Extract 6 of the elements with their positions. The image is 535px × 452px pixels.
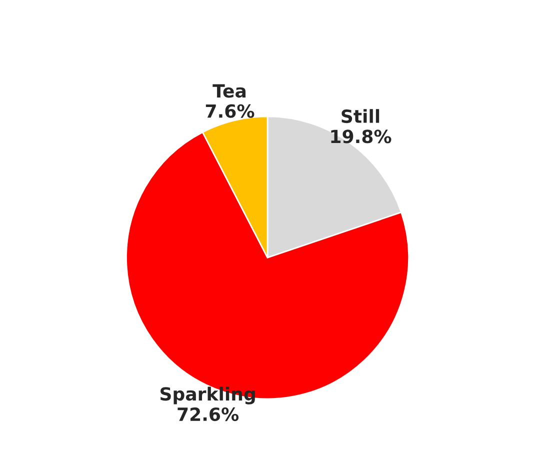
slice-label: Still — [342, 109, 380, 124]
data-label: 7.6% — [206, 104, 254, 118]
slice-label: Tea — [212, 84, 246, 98]
slice-label: Sparkling — [160, 386, 255, 404]
data-label: 72.6% — [178, 407, 239, 422]
data-label: 19.8% — [331, 130, 392, 144]
